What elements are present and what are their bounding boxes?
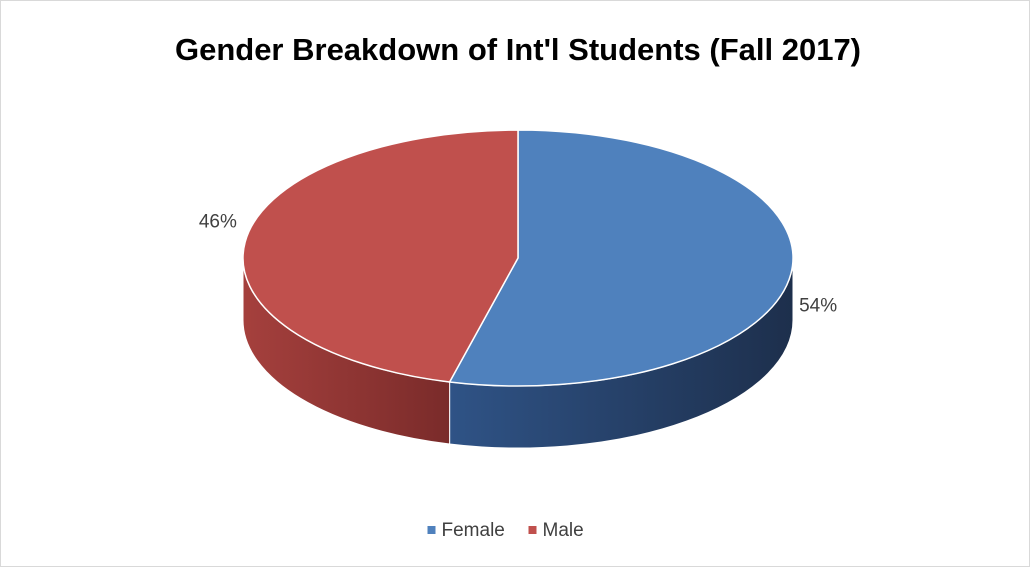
legend-swatch bbox=[528, 526, 537, 534]
legend-swatch bbox=[427, 526, 436, 534]
chart-title: Gender Breakdown of Int'l Students (Fall… bbox=[175, 32, 861, 67]
legend-label: Male bbox=[543, 520, 584, 541]
pie-slice bbox=[242, 129, 519, 383]
legend-label: Female bbox=[442, 520, 505, 541]
data-label: 54% bbox=[799, 296, 837, 317]
pie-slice bbox=[448, 129, 794, 387]
data-label: 46% bbox=[199, 211, 237, 232]
